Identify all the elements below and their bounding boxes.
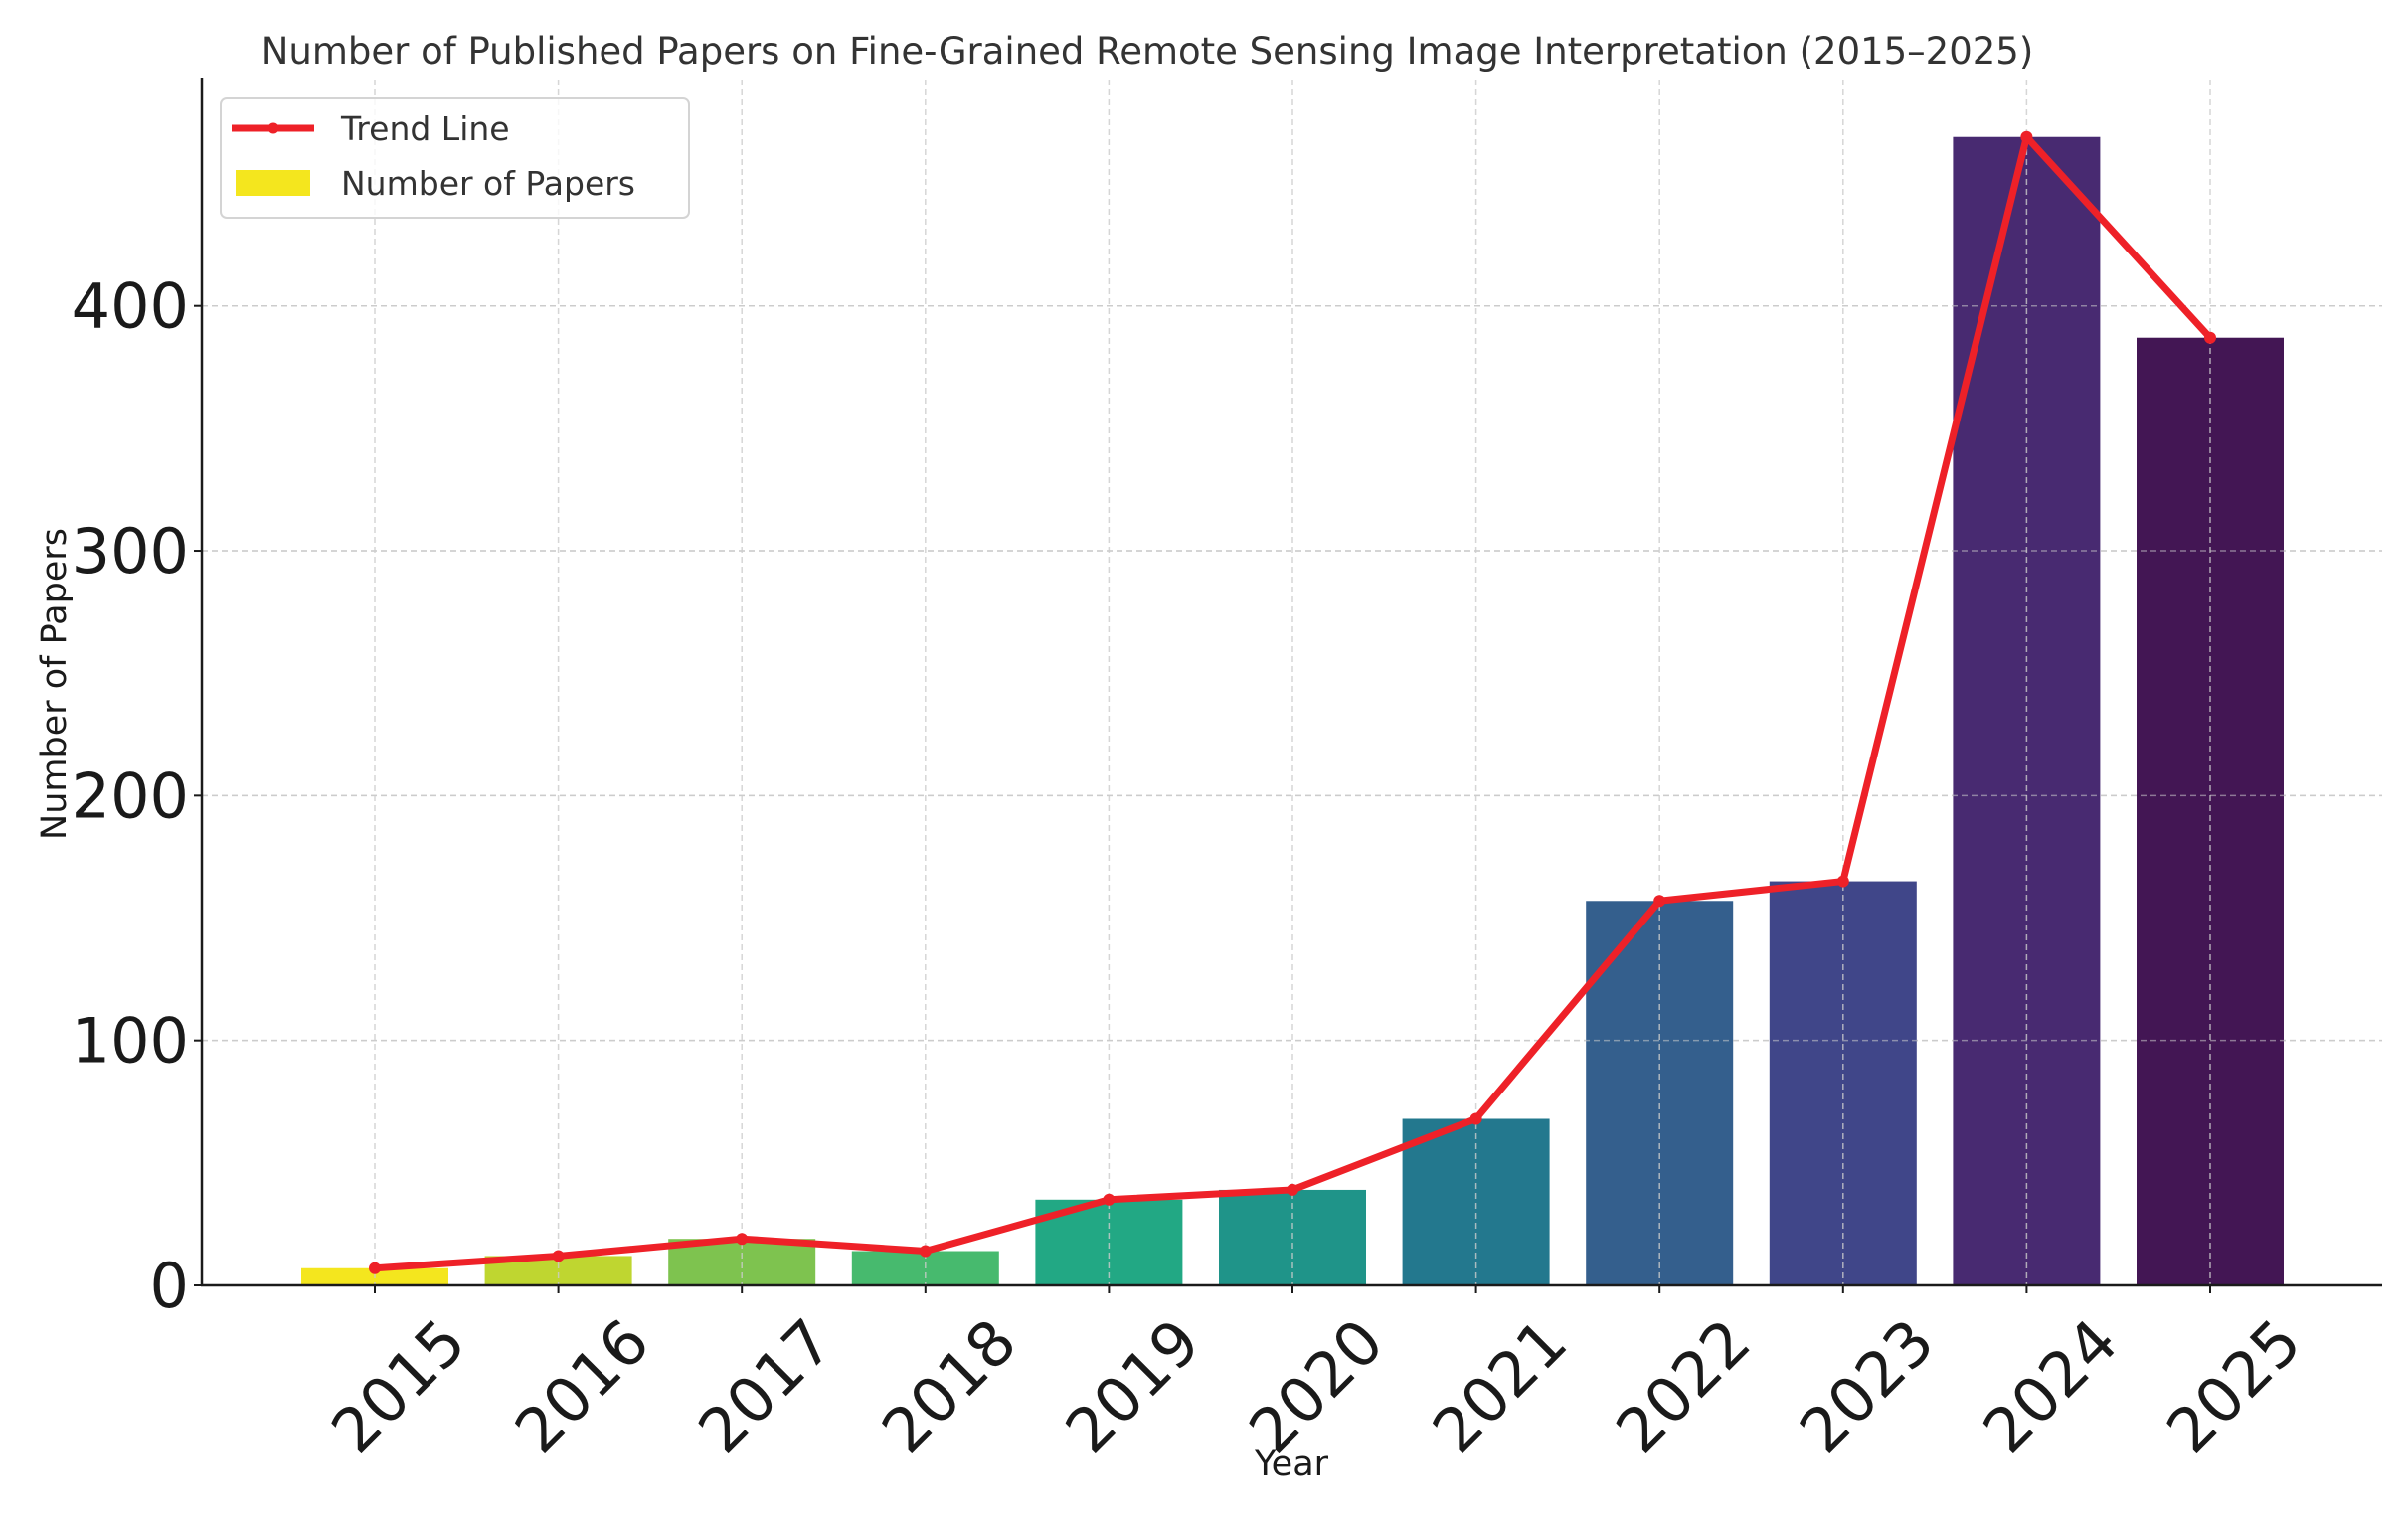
x-tick-label: 2024: [1970, 1305, 2132, 1467]
trend-point-marker-icon: [1836, 875, 1849, 888]
trend-point-marker-icon: [1653, 895, 1666, 908]
bar-swatch-icon: [236, 170, 310, 196]
bars: [202, 80, 2382, 1286]
trend-point-marker-icon: [369, 1262, 381, 1274]
x-tick-label: 2019: [1052, 1305, 1214, 1467]
x-tick-label: 2023: [1786, 1305, 1948, 1467]
trend-point-marker-icon: [2204, 331, 2216, 344]
legend-item-trend-line: Trend Line: [232, 109, 510, 148]
trend-line: [369, 130, 2216, 1274]
chart-title: Number of Published Papers on Fine-Grain…: [261, 30, 2034, 73]
x-tick-label: 2021: [1419, 1305, 1581, 1467]
y-tick-label: 400: [72, 270, 189, 343]
x-tick-label: 2025: [2152, 1305, 2315, 1467]
legend-box: [220, 97, 690, 219]
trend-point-marker-icon: [1103, 1193, 1116, 1206]
trend-point-marker-icon: [1287, 1183, 1298, 1196]
y-axis-label: Number of Papers: [35, 528, 75, 840]
trend-point-marker-icon: [2020, 130, 2033, 143]
trend-point-marker-icon: [919, 1245, 932, 1258]
legend-item-number-of-papers: Number of Papers: [236, 164, 635, 203]
trend-marker-icon: [267, 122, 279, 134]
x-tick-label: 2016: [501, 1305, 663, 1467]
y-tick-label: 0: [150, 1250, 189, 1322]
y-tick-label: 200: [72, 759, 189, 832]
x-tick-label: 2020: [1235, 1305, 1397, 1467]
x-tick-label: 2017: [684, 1305, 846, 1467]
trend-point-marker-icon: [736, 1233, 749, 1246]
x-tick-labels: 2015 2016 2017 2018 2019 2020 2021 2022 2023 2024…: [317, 1285, 2315, 1467]
x-tick-label: 2018: [868, 1305, 1030, 1467]
y-tick-labels: 0 100 200 300 400: [72, 270, 202, 1322]
legend-label-number-of-papers: Number of Papers: [341, 164, 635, 203]
legend-label-trend-line: Trend Line: [340, 109, 510, 148]
trend-point-marker-icon: [1469, 1112, 1482, 1125]
y-tick-label: 100: [72, 1005, 189, 1078]
x-tick-label: 2015: [317, 1305, 479, 1467]
x-tick-label: 2022: [1602, 1305, 1764, 1467]
x-axis-label: Year: [1254, 1444, 1329, 1484]
y-tick-label: 300: [72, 515, 189, 588]
legend: Trend Line Number of Papers: [220, 97, 690, 219]
trend-point-marker-icon: [552, 1250, 565, 1262]
